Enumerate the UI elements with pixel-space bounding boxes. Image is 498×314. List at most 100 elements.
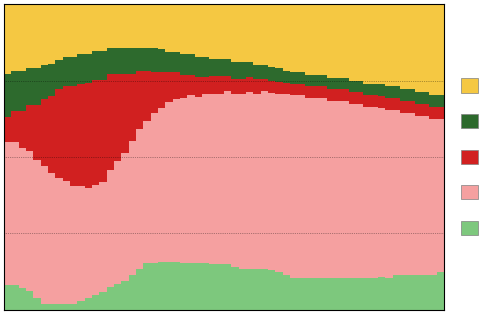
Bar xyxy=(400,274,407,310)
Bar xyxy=(136,129,143,269)
Bar xyxy=(48,96,55,173)
Bar xyxy=(136,269,143,310)
Bar xyxy=(136,4,143,48)
Bar xyxy=(429,107,437,119)
Bar xyxy=(26,151,33,291)
Bar xyxy=(11,4,19,71)
Bar xyxy=(78,187,85,301)
Bar xyxy=(187,95,195,263)
Bar xyxy=(48,4,55,63)
Bar xyxy=(41,166,48,304)
Bar xyxy=(239,4,246,62)
Bar xyxy=(4,74,11,117)
Bar xyxy=(143,121,151,263)
Bar xyxy=(78,4,85,54)
Bar xyxy=(210,76,217,94)
Bar xyxy=(217,94,224,264)
Bar xyxy=(246,269,253,310)
Bar xyxy=(195,4,202,57)
Bar xyxy=(400,4,407,89)
Bar xyxy=(364,95,371,107)
Bar xyxy=(342,4,349,78)
Bar xyxy=(253,4,261,65)
Bar xyxy=(393,86,400,98)
Bar xyxy=(268,4,275,67)
Bar xyxy=(33,298,41,310)
Bar xyxy=(290,278,297,310)
Bar xyxy=(210,4,217,59)
Bar xyxy=(297,72,305,84)
Bar xyxy=(356,278,364,310)
Bar xyxy=(180,98,187,263)
Bar xyxy=(85,83,92,187)
Bar xyxy=(143,263,151,310)
Bar xyxy=(85,187,92,298)
Bar xyxy=(342,89,349,101)
Bar xyxy=(297,84,305,95)
Bar xyxy=(26,4,33,68)
Bar xyxy=(180,263,187,310)
Bar xyxy=(371,4,378,84)
Bar xyxy=(268,67,275,81)
Bar xyxy=(239,94,246,269)
Bar xyxy=(202,95,210,263)
Bar xyxy=(312,278,320,310)
Bar xyxy=(422,4,429,92)
Bar xyxy=(393,274,400,310)
Bar xyxy=(165,263,173,310)
Bar xyxy=(165,73,173,102)
Bar xyxy=(378,277,385,310)
Bar xyxy=(48,173,55,304)
Bar xyxy=(19,4,26,71)
Bar xyxy=(151,4,158,48)
Bar xyxy=(41,304,48,310)
Bar xyxy=(415,274,422,310)
Bar xyxy=(371,95,378,107)
Bar xyxy=(100,51,107,80)
Bar xyxy=(407,101,415,113)
Bar xyxy=(305,278,312,310)
Bar xyxy=(4,142,11,285)
Bar xyxy=(297,4,305,72)
Bar xyxy=(261,4,268,65)
Bar xyxy=(85,298,92,310)
Bar xyxy=(151,72,158,113)
Bar xyxy=(356,92,364,104)
Bar xyxy=(342,101,349,278)
Bar xyxy=(275,4,283,68)
Bar xyxy=(385,86,393,98)
Bar xyxy=(63,4,70,57)
Bar xyxy=(415,92,422,104)
Bar xyxy=(246,62,253,77)
Bar xyxy=(158,108,165,263)
Bar xyxy=(261,91,268,269)
Bar xyxy=(437,272,444,310)
Bar xyxy=(210,264,217,310)
Bar xyxy=(217,76,224,94)
Bar xyxy=(129,275,136,310)
Bar xyxy=(246,4,253,62)
Bar xyxy=(312,86,320,98)
Bar xyxy=(158,4,165,49)
Bar xyxy=(100,292,107,310)
Bar xyxy=(364,84,371,95)
Bar xyxy=(246,91,253,269)
Bar xyxy=(33,160,41,298)
Bar xyxy=(55,60,63,89)
Bar xyxy=(63,57,70,86)
Bar xyxy=(151,263,158,310)
Bar xyxy=(92,295,100,310)
Bar xyxy=(187,4,195,54)
Bar xyxy=(224,264,232,310)
Bar xyxy=(239,79,246,94)
Bar xyxy=(297,95,305,278)
Bar xyxy=(11,71,19,111)
Bar xyxy=(26,105,33,151)
Bar xyxy=(165,4,173,51)
Bar xyxy=(48,63,55,96)
Bar xyxy=(261,65,268,79)
Bar xyxy=(224,76,232,91)
Bar xyxy=(232,62,239,79)
Bar xyxy=(364,4,371,84)
Bar xyxy=(437,119,444,272)
